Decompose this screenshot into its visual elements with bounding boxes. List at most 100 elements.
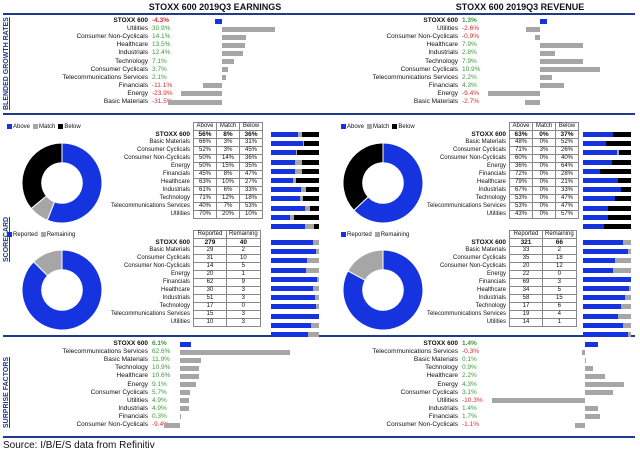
sector-name: Telecommunications Services bbox=[110, 311, 190, 317]
revenue-growth-name: Energy bbox=[437, 89, 458, 97]
sector-name: STOXX 600 bbox=[471, 239, 506, 246]
revenue-surprise-name: Financials bbox=[428, 412, 458, 420]
revenue-surprise-bar bbox=[585, 357, 586, 363]
sector-name: Consumer Cyclicals bbox=[452, 255, 506, 261]
earnings-surprise-value: 0.3% bbox=[152, 412, 167, 420]
score-bar-below bbox=[297, 150, 319, 156]
score-bar-below bbox=[620, 187, 631, 193]
revenue-surprise-value: 1.4% bbox=[462, 404, 477, 412]
sector-name: Industrials bbox=[162, 295, 190, 301]
cell-a: 40% bbox=[193, 202, 217, 211]
score-bar-below bbox=[302, 168, 319, 174]
source-note: Source: I/B/E/S data from Refinitiv bbox=[3, 440, 155, 451]
earnings-surprise-name: Healthcare bbox=[116, 372, 148, 380]
revenue-surprise-name: Industrials bbox=[428, 404, 458, 412]
earnings-growth-value: 14.1% bbox=[152, 33, 171, 41]
remaining-bar bbox=[312, 240, 319, 245]
earnings-growth-name: Basic Materials bbox=[103, 98, 148, 105]
cell-b: 57% bbox=[555, 210, 579, 219]
cell-r: 58 bbox=[509, 294, 543, 303]
reported-bar bbox=[583, 313, 619, 319]
revenue-growth-name: Telecommunications Services bbox=[372, 73, 458, 81]
cell-m: 12% bbox=[216, 194, 240, 203]
score-bar-above bbox=[583, 150, 618, 156]
revenue-growth-name: Consumer Non-Cyclicals bbox=[386, 33, 458, 41]
earnings-growth-name: Telecommunications Services bbox=[62, 73, 148, 81]
revenue-surprise-value: 0.9% bbox=[462, 364, 477, 372]
score-bar-below bbox=[314, 224, 319, 229]
score-bar-match bbox=[300, 196, 304, 202]
earnings-surprise-name: Energy bbox=[127, 380, 148, 388]
earnings-surprise-value: 11.9% bbox=[152, 356, 170, 364]
earnings-title: STOXX 600 2019Q3 EARNINGS bbox=[148, 2, 282, 12]
remaining-bar bbox=[622, 322, 631, 328]
cell-r: 19 bbox=[509, 310, 543, 319]
cell-m: 5 bbox=[542, 286, 577, 295]
reported-bar bbox=[271, 267, 307, 273]
sector-name: Industrials bbox=[478, 295, 506, 301]
cell-m: 8% bbox=[216, 170, 240, 179]
cell-r: 31 bbox=[193, 254, 227, 263]
score-bar-above bbox=[583, 132, 614, 137]
legend-swatch bbox=[341, 124, 346, 129]
earnings-reported-legend: Reported Remaining bbox=[4, 232, 75, 238]
score-bar-match bbox=[304, 224, 315, 229]
legend-swatch bbox=[374, 232, 380, 237]
earnings-surprise-name: Technology bbox=[115, 364, 148, 372]
score-bar-above bbox=[271, 178, 293, 183]
cell-a: 36% bbox=[509, 162, 533, 171]
revenue-surprise-bar bbox=[585, 365, 594, 371]
cell-m: 14% bbox=[216, 154, 240, 163]
revenue-growth-bar bbox=[540, 18, 548, 24]
cell-a: 45% bbox=[193, 170, 217, 179]
remaining-bar bbox=[311, 322, 319, 328]
donut-hole bbox=[362, 162, 404, 204]
score-bar-above bbox=[271, 150, 296, 156]
remaining-bar bbox=[621, 304, 631, 310]
reported-bar bbox=[583, 322, 623, 328]
revenue-surprise-value: 1.7% bbox=[462, 412, 477, 420]
revenue-surprise-name: Utilities bbox=[437, 396, 458, 404]
cell-r: 20 bbox=[509, 262, 543, 271]
revenue-growth-value: 1.3% bbox=[462, 17, 477, 24]
revenue-surprise-value: -1.1% bbox=[462, 421, 479, 428]
cell-m: 2 bbox=[226, 246, 261, 255]
revenue-surprise-name: Consumer Cyclicals bbox=[400, 388, 458, 396]
cell-a: 61% bbox=[193, 186, 217, 195]
sector-name: STOXX 600 bbox=[155, 131, 190, 138]
score-bar-below bbox=[303, 196, 319, 202]
cell-m: 0% bbox=[532, 186, 556, 195]
earnings-growth-value: -23.9% bbox=[152, 89, 173, 97]
revenue-growth-bar bbox=[540, 59, 584, 64]
sector-name: Healthcare bbox=[476, 287, 506, 293]
cell-r: 22 bbox=[509, 270, 543, 279]
cell-r: 30 bbox=[193, 286, 227, 295]
revenue-surprise-bar bbox=[492, 398, 585, 404]
reported-bar bbox=[583, 249, 629, 255]
earnings-growth-name: Energy bbox=[127, 89, 148, 97]
cell-m: 3% bbox=[216, 146, 240, 155]
cell-m: 20% bbox=[216, 210, 240, 219]
revenue-growth-bar bbox=[488, 91, 540, 97]
column-header: Above bbox=[193, 122, 217, 131]
score-bar-above bbox=[271, 159, 295, 165]
score-bar-below bbox=[606, 141, 631, 147]
donut-hole bbox=[41, 269, 83, 311]
cell-a: 56% bbox=[193, 130, 217, 139]
remaining-bar bbox=[307, 332, 319, 337]
sector-name: Consumer Non-Cyclicals bbox=[439, 155, 506, 161]
remaining-bar bbox=[306, 267, 319, 273]
earnings-surprise-bar bbox=[180, 357, 201, 363]
sector-name: Energy bbox=[170, 271, 190, 277]
revenue-growth-name: Healthcare bbox=[426, 41, 458, 49]
sector-name: Consumer Cyclicals bbox=[452, 147, 506, 153]
revenue-surprise-name: Telecommunications Services bbox=[372, 348, 458, 356]
remaining-bar bbox=[622, 240, 631, 245]
earnings-surprise-value: 9.1% bbox=[152, 380, 167, 388]
earnings-surprise-value: 10.6% bbox=[152, 372, 171, 380]
sector-name: Consumer Non-Cyclicals bbox=[123, 155, 190, 161]
score-bar-below bbox=[306, 187, 319, 193]
cell-r: 62 bbox=[193, 278, 227, 287]
pie-below-slice bbox=[21, 142, 63, 210]
earnings-score-table: Above Match Below STOXX 600 56% 8% 36% Basic Ma… bbox=[98, 122, 263, 219]
